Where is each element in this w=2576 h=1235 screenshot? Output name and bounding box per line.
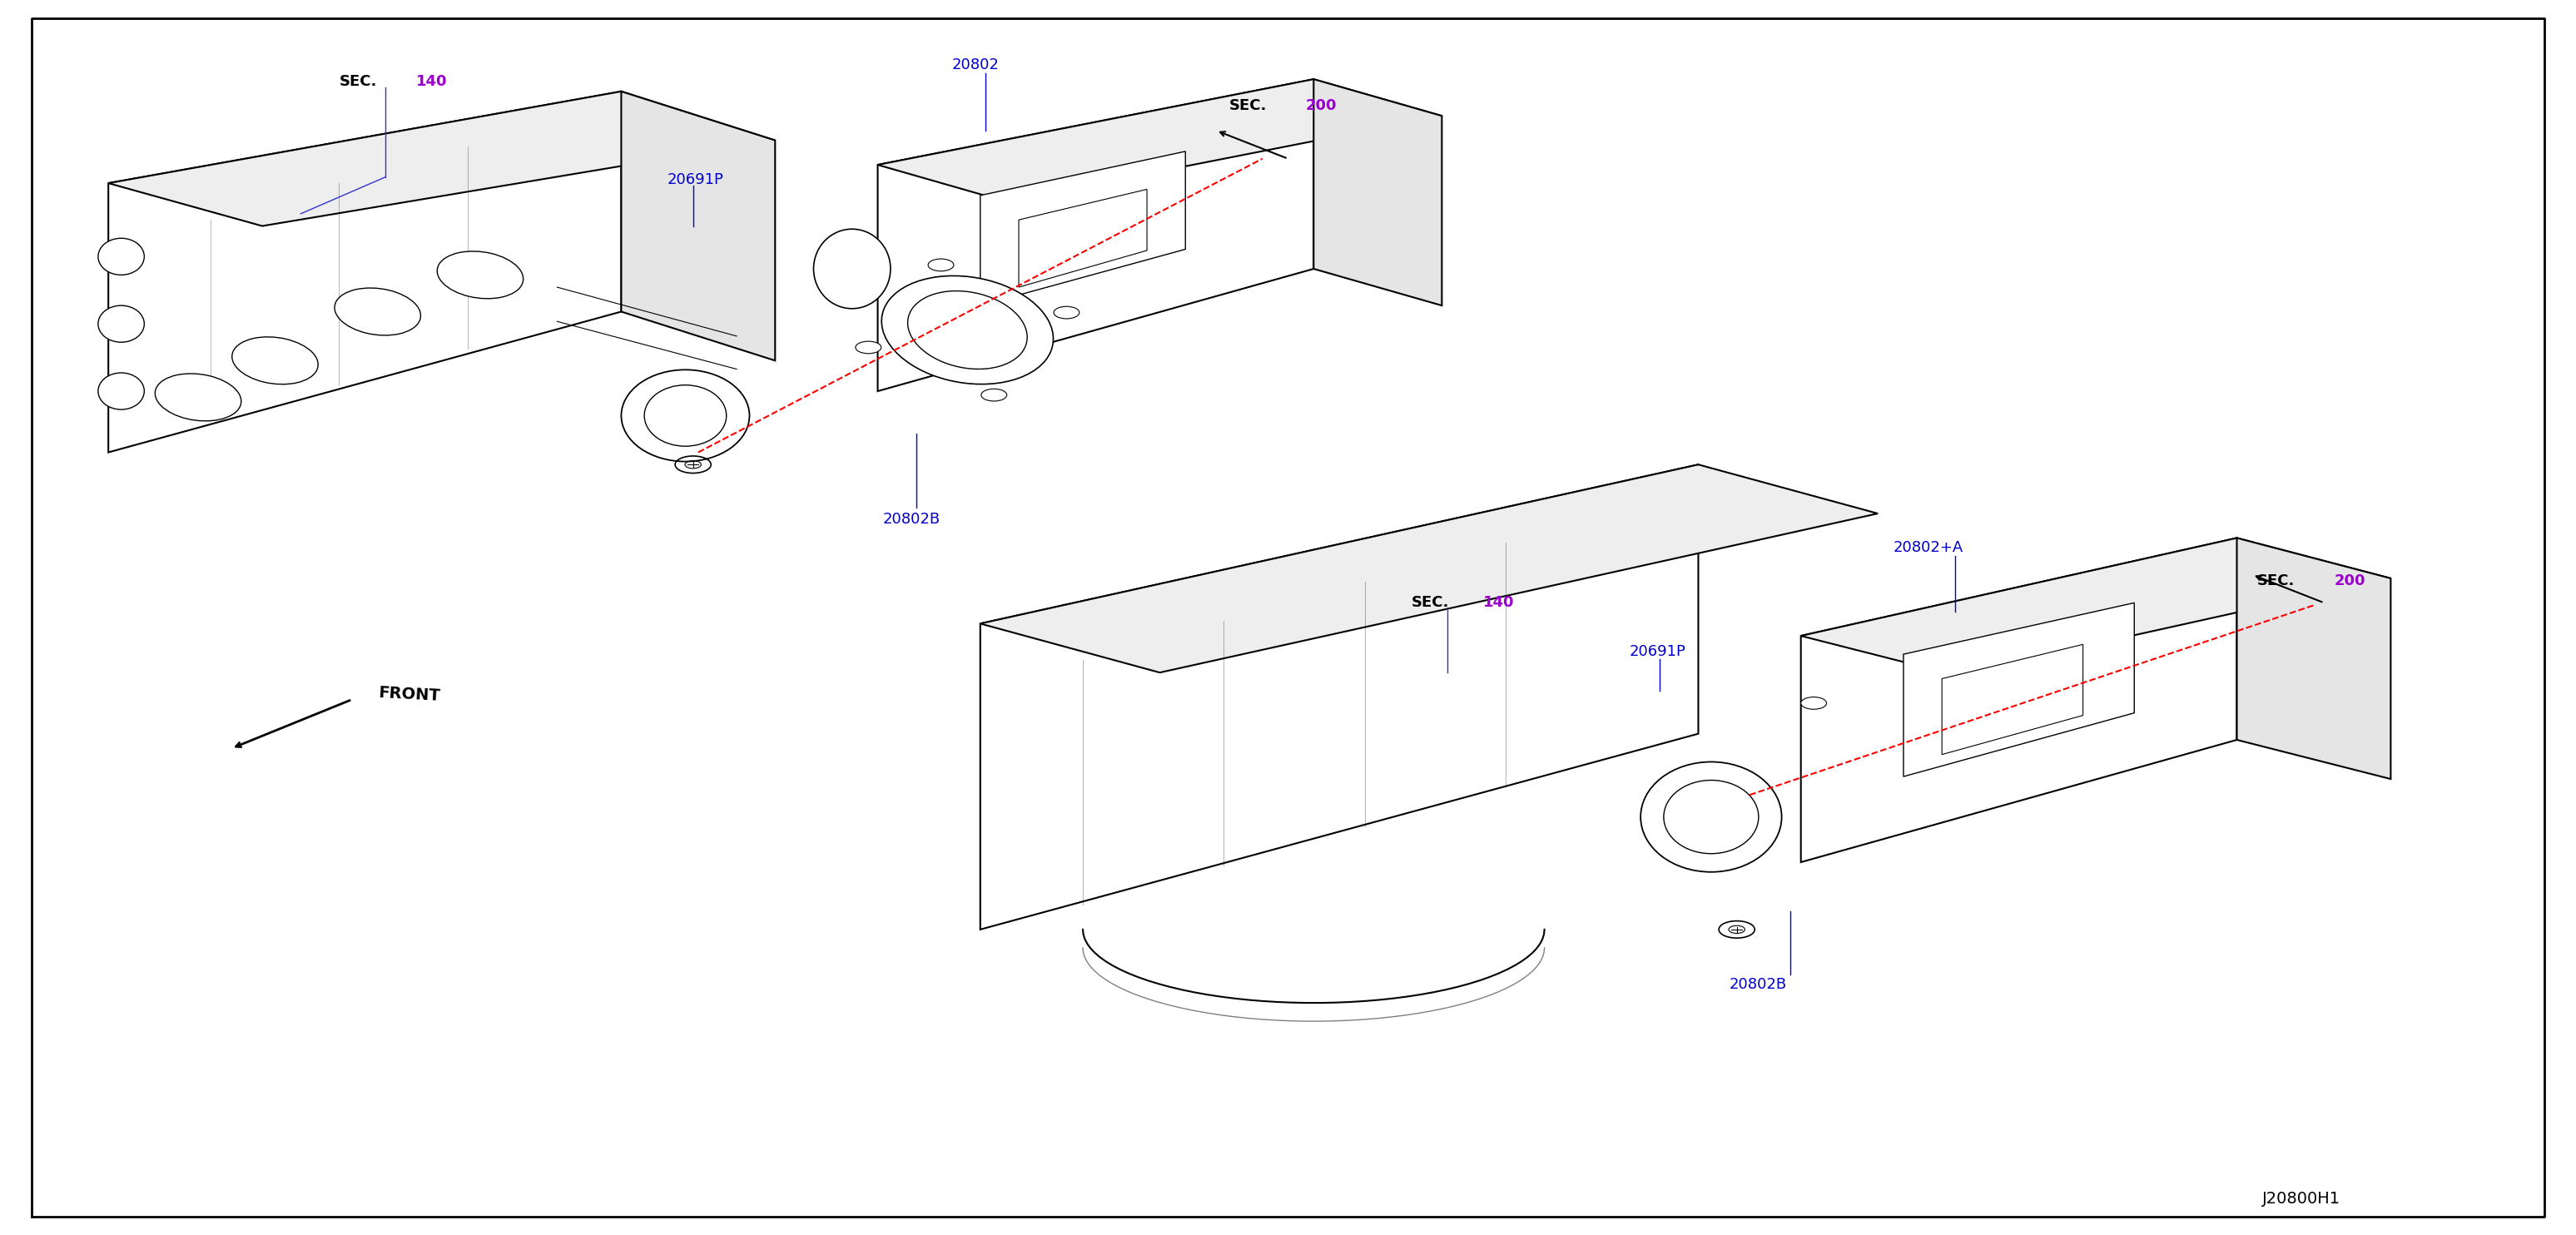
- Text: SEC.: SEC.: [1412, 595, 1448, 610]
- Ellipse shape: [621, 369, 750, 462]
- PathPatch shape: [1314, 79, 1443, 305]
- Text: 20691P: 20691P: [667, 172, 724, 186]
- Ellipse shape: [1664, 781, 1759, 853]
- Ellipse shape: [907, 291, 1028, 369]
- Ellipse shape: [438, 251, 523, 299]
- Ellipse shape: [881, 275, 1054, 384]
- Text: 20802+A: 20802+A: [1893, 540, 1963, 556]
- Ellipse shape: [98, 238, 144, 275]
- Text: 200: 200: [1306, 99, 1337, 114]
- Circle shape: [1054, 306, 1079, 319]
- PathPatch shape: [108, 91, 621, 452]
- PathPatch shape: [1942, 645, 2084, 755]
- Ellipse shape: [98, 305, 144, 342]
- Circle shape: [981, 389, 1007, 401]
- PathPatch shape: [1801, 538, 2236, 862]
- Text: SEC.: SEC.: [2257, 573, 2295, 588]
- PathPatch shape: [981, 152, 1185, 305]
- PathPatch shape: [981, 464, 1878, 673]
- Text: 200: 200: [2334, 573, 2365, 588]
- Text: 20802: 20802: [953, 57, 999, 72]
- Text: 140: 140: [417, 74, 448, 89]
- Text: 20802B: 20802B: [1728, 977, 1788, 992]
- Text: FRONT: FRONT: [379, 685, 440, 704]
- Ellipse shape: [814, 228, 891, 309]
- Ellipse shape: [155, 374, 242, 421]
- Circle shape: [1801, 697, 1826, 709]
- Ellipse shape: [98, 373, 144, 410]
- Text: SEC.: SEC.: [1229, 99, 1267, 114]
- Circle shape: [927, 259, 953, 272]
- Text: 140: 140: [1484, 595, 1515, 610]
- Text: 20802B: 20802B: [884, 513, 940, 527]
- Circle shape: [855, 341, 881, 353]
- PathPatch shape: [1801, 538, 2391, 676]
- Ellipse shape: [232, 337, 317, 384]
- Ellipse shape: [644, 385, 726, 446]
- PathPatch shape: [1904, 603, 2136, 777]
- Text: J20800H1: J20800H1: [2262, 1191, 2339, 1207]
- Ellipse shape: [1641, 762, 1783, 872]
- PathPatch shape: [108, 91, 775, 226]
- PathPatch shape: [1018, 189, 1146, 288]
- PathPatch shape: [2236, 538, 2391, 779]
- PathPatch shape: [878, 79, 1314, 391]
- PathPatch shape: [621, 91, 775, 361]
- Text: SEC.: SEC.: [340, 74, 376, 89]
- Ellipse shape: [335, 288, 420, 336]
- PathPatch shape: [878, 79, 1443, 201]
- Text: 20691P: 20691P: [1628, 645, 1685, 659]
- PathPatch shape: [981, 464, 1698, 930]
